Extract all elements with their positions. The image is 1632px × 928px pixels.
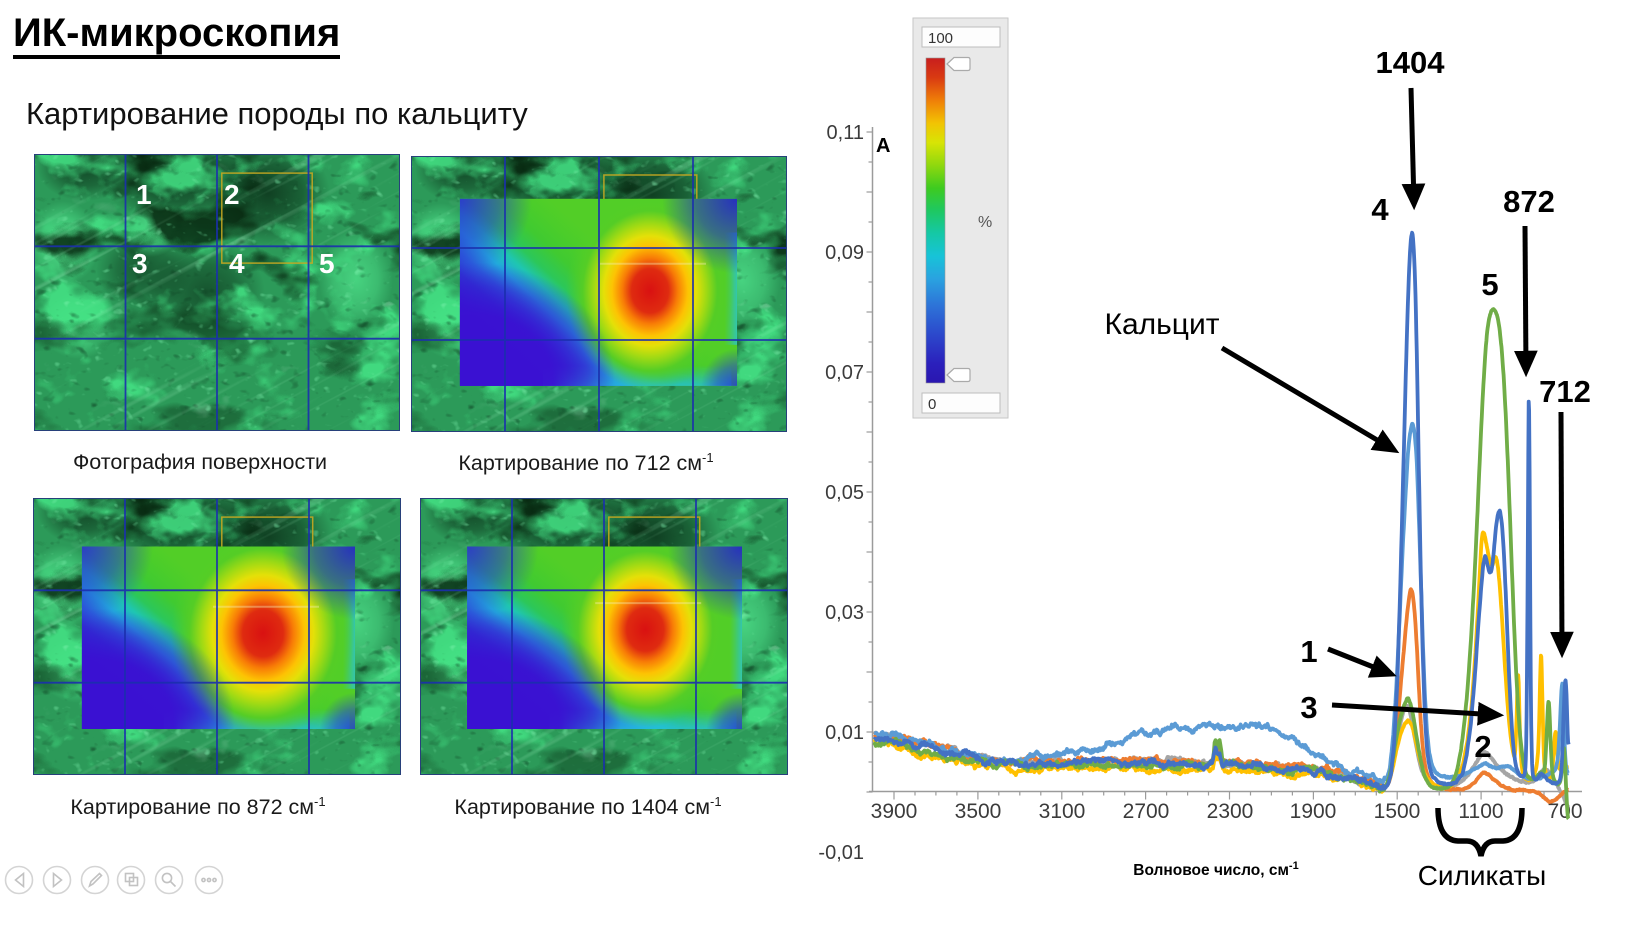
svg-text:872: 872 [1503,184,1555,219]
svg-text:3: 3 [1300,690,1317,725]
svg-text:%: % [978,214,992,231]
svg-text:2: 2 [1474,729,1491,764]
svg-text:0,07: 0,07 [825,362,864,384]
svg-text:3: 3 [132,248,148,279]
svg-text:4: 4 [229,248,245,279]
svg-text:4: 4 [1371,192,1389,227]
svg-text:A: A [876,135,890,157]
svg-text:2700: 2700 [1123,800,1170,823]
svg-text:3500: 3500 [955,800,1002,823]
svg-text:0: 0 [928,396,936,413]
svg-text:Волновое число, см-1: Волновое число, см-1 [1133,860,1298,879]
svg-text:2300: 2300 [1207,800,1254,823]
svg-text:Силикаты: Силикаты [1418,860,1547,891]
svg-text:0,09: 0,09 [825,242,864,264]
svg-text:0,05: 0,05 [825,482,864,504]
svg-text:-0,01: -0,01 [818,842,864,864]
svg-text:1: 1 [1300,634,1317,669]
svg-text:1100: 1100 [1458,800,1503,823]
svg-text:100: 100 [928,30,953,47]
svg-text:0,01: 0,01 [825,722,864,744]
svg-text:712: 712 [1539,374,1591,409]
svg-text:5: 5 [1481,267,1498,302]
svg-text:5: 5 [319,248,335,279]
svg-text:700: 700 [1547,800,1582,823]
svg-text:1404: 1404 [1376,45,1446,80]
svg-text:3900: 3900 [871,800,918,823]
svg-text:1900: 1900 [1290,800,1337,823]
svg-text:3100: 3100 [1039,800,1086,823]
svg-text:0,11: 0,11 [827,122,864,144]
svg-text:1500: 1500 [1374,800,1421,823]
svg-text:2: 2 [224,179,240,210]
svg-text:Кальцит: Кальцит [1105,308,1220,341]
svg-text:1: 1 [136,179,152,210]
svg-text:0,03: 0,03 [825,602,864,624]
